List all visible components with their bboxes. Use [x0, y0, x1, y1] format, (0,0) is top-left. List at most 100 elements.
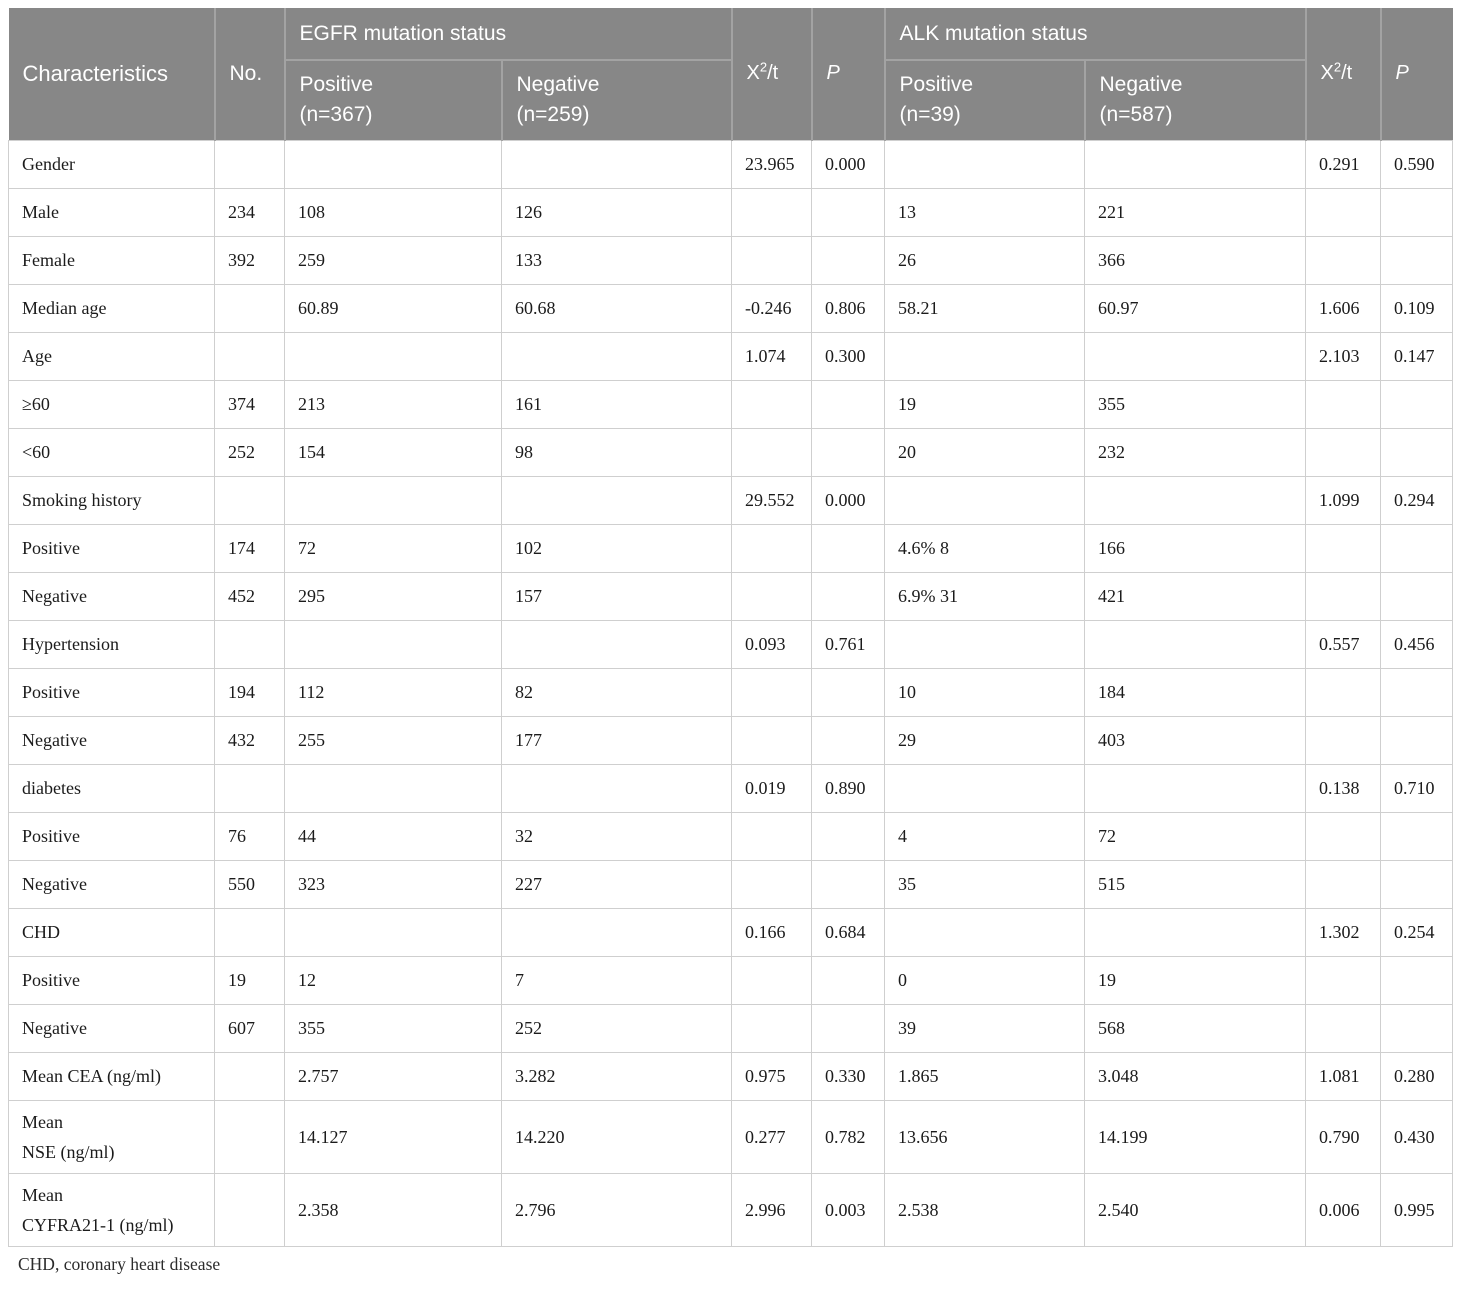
- cell-alk-positive: [884, 763, 1086, 813]
- table-row: CHD 0.166 0.684 1.302 0.254: [8, 907, 1454, 957]
- cell-chi-alk: 0.790: [1305, 1099, 1382, 1174]
- cell-alk-negative: 72: [1084, 811, 1307, 861]
- cell-alk-positive: 4: [884, 811, 1086, 861]
- header-characteristics: Characteristics: [8, 8, 215, 140]
- cell-alk-positive: [884, 331, 1086, 381]
- table-row: Median age 60.89 60.68 -0.246 0.806 58.21 60.9…: [8, 283, 1454, 333]
- cell-egfr-negative: 98: [500, 427, 733, 477]
- row-label: Negative: [8, 1003, 215, 1053]
- row-label: Mean CYFRA21-1 (ng/ml): [8, 1172, 215, 1247]
- cell-no: 19: [214, 955, 285, 1005]
- cell-chi-alk: [1305, 859, 1382, 909]
- cell-alk-positive: 1.865: [884, 1051, 1086, 1101]
- header-alk-group: ALK mutation status: [883, 8, 1306, 61]
- cell-p-alk: 0.590: [1380, 139, 1454, 189]
- cell-egfr-negative: 14.220: [500, 1099, 733, 1174]
- cell-p-alk: 0.147: [1380, 331, 1454, 381]
- table-row: ≥60 374 213 161 19 355: [8, 379, 1454, 429]
- chi-base: X: [746, 62, 760, 85]
- cell-egfr-negative: 82: [500, 667, 733, 717]
- cell-alk-positive: [884, 907, 1086, 957]
- cell-alk-positive: 4.6% 8: [884, 523, 1086, 573]
- cell-chi-alk: 0.291: [1305, 139, 1382, 189]
- cell-chi-alk: [1305, 955, 1382, 1005]
- cell-no: 392: [214, 235, 285, 285]
- header-p-alk: P: [1379, 8, 1453, 140]
- cell-egfr-positive: 2.358: [284, 1172, 502, 1247]
- table-row: Mean NSE (ng/ml) 14.127 14.220 0.277 0.782 13…: [8, 1099, 1454, 1174]
- cell-p-alk: 0.294: [1380, 475, 1454, 525]
- cell-egfr-positive: 112: [284, 667, 502, 717]
- cell-chi-egfr: 0.166: [731, 907, 813, 957]
- row-label: <60: [8, 427, 215, 477]
- cell-egfr-positive: [284, 139, 502, 189]
- row-label: Mean NSE (ng/ml): [8, 1099, 215, 1174]
- cell-egfr-positive: [284, 475, 502, 525]
- cell-alk-positive: 2.538: [884, 1172, 1086, 1247]
- cell-p-egfr: [811, 667, 886, 717]
- row-label: Median age: [8, 283, 215, 333]
- cell-alk-positive: 19: [884, 379, 1086, 429]
- cell-alk-negative: 421: [1084, 571, 1307, 621]
- header-egfr-positive: Positive (n=367): [283, 60, 502, 140]
- cell-p-egfr: [811, 859, 886, 909]
- cell-egfr-positive: [284, 619, 502, 669]
- cell-p-egfr: [811, 379, 886, 429]
- cell-p-alk: [1380, 523, 1454, 573]
- cell-p-egfr: 0.761: [811, 619, 886, 669]
- cell-alk-positive: 13: [884, 187, 1086, 237]
- cell-chi-egfr: [731, 571, 813, 621]
- cell-chi-alk: 1.302: [1305, 907, 1382, 957]
- cell-p-alk: 0.254: [1380, 907, 1454, 957]
- row-label: Positive: [8, 955, 215, 1005]
- cell-egfr-negative: 3.282: [500, 1051, 733, 1101]
- cell-no: 432: [214, 715, 285, 765]
- row-label: Positive: [8, 523, 215, 573]
- chi-rest: /t: [767, 62, 779, 85]
- cell-chi-alk: 2.103: [1305, 331, 1382, 381]
- cell-chi-alk: 1.099: [1305, 475, 1382, 525]
- cell-p-egfr: 0.003: [811, 1172, 886, 1247]
- cell-no: [214, 1099, 285, 1174]
- row-label: Mean CEA (ng/ml): [8, 1051, 215, 1101]
- cell-alk-positive: [884, 139, 1086, 189]
- row-label: Male: [8, 187, 215, 237]
- cell-egfr-negative: 252: [500, 1003, 733, 1053]
- row-label: Hypertension: [8, 619, 215, 669]
- cell-p-alk: 0.109: [1380, 283, 1454, 333]
- cell-chi-egfr: [731, 427, 813, 477]
- cell-alk-negative: [1084, 331, 1307, 381]
- footnote: CHD, coronary heart disease: [18, 1253, 221, 1274]
- cell-alk-negative: 568: [1084, 1003, 1307, 1053]
- header-row-groups: Characteristics No. EGFR mutation status…: [8, 8, 1453, 140]
- cell-alk-negative: 366: [1084, 235, 1307, 285]
- header-chi-egfr: X2/t: [730, 8, 812, 140]
- row-label: Negative: [8, 571, 215, 621]
- cell-egfr-negative: 161: [500, 379, 733, 429]
- cell-egfr-positive: 154: [284, 427, 502, 477]
- table-row: Negative 607 355 252 39 568: [8, 1003, 1454, 1053]
- cell-egfr-negative: 177: [500, 715, 733, 765]
- cell-chi-alk: 0.006: [1305, 1172, 1382, 1247]
- table-row: Female 392 259 133 26 366: [8, 235, 1454, 285]
- table-row: Smoking history 29.552 0.000 1.099 0.294: [8, 475, 1454, 525]
- table-row: Positive 194 112 82 10 184: [8, 667, 1454, 717]
- cell-egfr-negative: 2.796: [500, 1172, 733, 1247]
- cell-alk-negative: [1084, 139, 1307, 189]
- cell-alk-negative: 3.048: [1084, 1051, 1307, 1101]
- cell-p-egfr: [811, 235, 886, 285]
- cell-egfr-positive: 323: [284, 859, 502, 909]
- cell-p-egfr: 0.806: [811, 283, 886, 333]
- cell-egfr-positive: 213: [284, 379, 502, 429]
- cell-alk-negative: 221: [1084, 187, 1307, 237]
- cell-egfr-negative: 133: [500, 235, 733, 285]
- cell-alk-positive: [884, 475, 1086, 525]
- cell-chi-alk: [1305, 523, 1382, 573]
- cell-p-alk: 0.710: [1380, 763, 1454, 813]
- cell-egfr-negative: [500, 475, 733, 525]
- cell-egfr-negative: 157: [500, 571, 733, 621]
- cell-no: [214, 475, 285, 525]
- cell-alk-negative: 515: [1084, 859, 1307, 909]
- row-label: ≥60: [8, 379, 215, 429]
